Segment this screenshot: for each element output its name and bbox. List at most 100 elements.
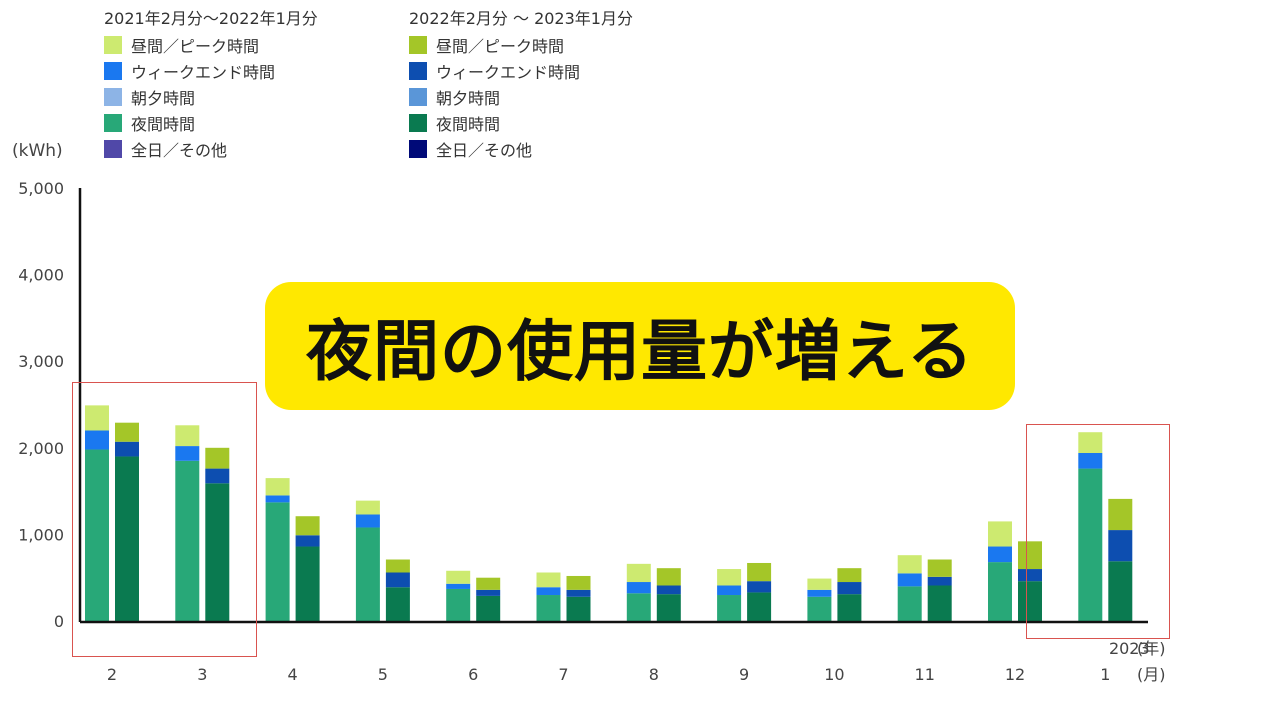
bar-segment: [175, 425, 200, 447]
bar-segment: [626, 582, 651, 594]
bar-segment: [205, 483, 230, 621]
bar-segment: [175, 460, 200, 621]
bar-segment: [446, 588, 471, 621]
year-unit-label: (年): [1137, 639, 1166, 658]
bar-segment: [626, 563, 651, 583]
y-tick-label: 0: [54, 612, 64, 631]
bar-segment: [1078, 452, 1103, 469]
bar-segment: [446, 583, 471, 589]
x-tick-label: 10: [824, 665, 844, 684]
bar-segment: [927, 559, 952, 577]
legend-label: 朝夕時間: [131, 89, 196, 108]
bar-segment: [1018, 541, 1042, 570]
legend-label: 全日／その他: [131, 141, 228, 160]
legend-label: 朝夕時間: [436, 89, 501, 108]
bar-segment: [536, 595, 561, 621]
legend-header: 2021年2月分～2022年1月分: [104, 9, 318, 28]
bar-segment: [385, 559, 410, 573]
bar-segment: [837, 582, 862, 595]
bar-segment: [837, 568, 862, 583]
y-tick-label: 2,000: [18, 439, 64, 458]
bar-segment: [747, 592, 772, 621]
legend-previous-year: 2021年2月分～2022年1月分 昼間／ピーク時間 ウィークエンド時間 朝夕時…: [104, 8, 318, 162]
legend-item-morning-evening: 朝夕時間: [409, 84, 633, 110]
bar-segment: [476, 589, 501, 596]
bar-segment: [205, 468, 230, 484]
bar-segment: [85, 430, 109, 450]
x-tick-label: 9: [739, 665, 749, 684]
y-tick-label: 1,000: [18, 525, 64, 544]
bar-segment: [1108, 561, 1133, 621]
legend-item-daytime-peak: 昼間／ピーク時間: [104, 32, 318, 58]
legend-label: 全日／その他: [436, 141, 533, 160]
legend-swatch: [409, 88, 427, 106]
x-tick-label: 3: [197, 665, 207, 684]
bar-segment: [566, 596, 591, 621]
bar-segment: [115, 456, 139, 621]
bar-segment: [1078, 432, 1103, 453]
x-tick-label: 6: [468, 665, 478, 684]
legend-swatch: [104, 88, 122, 106]
bar-segment: [566, 589, 591, 597]
bar-segment: [566, 575, 591, 590]
legend-item-weekend: ウィークエンド時間: [409, 58, 633, 84]
bar-segment: [807, 578, 832, 590]
x-tick-label: 7: [558, 665, 568, 684]
bar-segment: [205, 447, 230, 469]
bar-segment: [656, 568, 681, 586]
highlight-box-feb-mar: [72, 382, 257, 657]
x-tick-label: 4: [288, 665, 298, 684]
bar-segment: [717, 569, 742, 586]
year-label: 2023: [1109, 639, 1150, 658]
bar-segment: [927, 585, 952, 621]
legend-swatch: [104, 114, 122, 132]
bar-segment: [355, 527, 380, 621]
bar-segment: [1078, 468, 1103, 621]
bar-segment: [656, 594, 681, 621]
bar-segment: [1018, 569, 1042, 582]
bar-segment: [807, 596, 832, 621]
legend-label: ウィークエンド時間: [131, 63, 276, 82]
legend-swatch: [104, 62, 122, 80]
bar-segment: [988, 521, 1012, 547]
bar-segment: [295, 546, 320, 621]
bar-segment: [295, 516, 320, 536]
legend-label: 夜間時間: [436, 115, 501, 134]
legend-swatch: [409, 140, 427, 158]
month-unit-label: (月): [1137, 665, 1166, 684]
y-tick-label: 5,000: [18, 179, 64, 198]
x-tick-label: 12: [1005, 665, 1025, 684]
x-tick-label: 1: [1100, 665, 1110, 684]
bar-segment: [536, 572, 561, 588]
bar-segment: [385, 572, 410, 588]
legend-label: 昼間／ピーク時間: [436, 37, 565, 56]
bar-segment: [1018, 581, 1042, 621]
bar-segment: [265, 495, 290, 503]
bar-segment: [747, 562, 772, 582]
bar-segment: [476, 577, 501, 590]
legend-swatch: [104, 140, 122, 158]
legend-item-night: 夜間時間: [409, 110, 633, 136]
highlight-box-jan: [1026, 424, 1170, 639]
bar-segment: [175, 446, 200, 461]
x-tick-label: 8: [649, 665, 659, 684]
bar-segment: [717, 585, 742, 596]
legend-swatch: [104, 36, 122, 54]
bar-segment: [807, 589, 832, 597]
bar-segment: [355, 514, 380, 528]
bar-segment: [988, 546, 1012, 563]
bar-segment: [897, 573, 922, 587]
bar-segment: [897, 555, 922, 574]
bar-segment: [1108, 530, 1133, 562]
legend-item-allday-other: 全日／その他: [104, 136, 318, 162]
bar-segment: [85, 449, 109, 621]
callout-banner: 夜間の使用量が増える: [265, 282, 1015, 410]
bar-segment: [355, 500, 380, 515]
legend-item-weekend: ウィークエンド時間: [104, 58, 318, 84]
x-tick-label: 5: [378, 665, 388, 684]
y-tick-label: 4,000: [18, 266, 64, 285]
bar-segment: [988, 562, 1012, 621]
x-tick-label: 2: [107, 665, 117, 684]
bar-segment: [897, 586, 922, 621]
